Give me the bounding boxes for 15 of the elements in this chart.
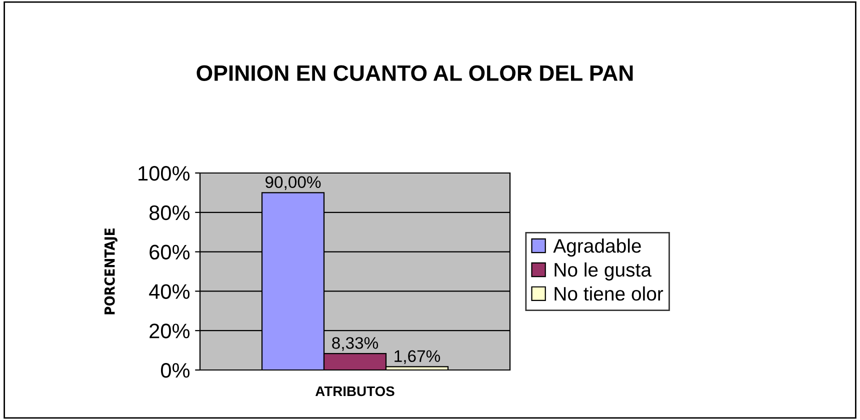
legend-label: No le gusta	[554, 262, 652, 281]
y-tick-label: 100%	[138, 166, 190, 181]
y-tick-label: 60%	[150, 244, 190, 260]
y-axis-title: PORCENTAJE	[104, 228, 118, 314]
y-tick-label: 0%	[160, 363, 190, 378]
chart-title: OPINION EN CUANTO AL OLOR DEL PAN	[196, 65, 633, 81]
y-tick-label: 40%	[149, 284, 190, 299]
legend-label: Agradable	[553, 238, 641, 257]
data-label: 90,00%	[266, 176, 321, 190]
y-tick-label: 80%	[149, 205, 190, 220]
data-label: 8,33%	[332, 337, 378, 351]
data-label: 1,67%	[394, 350, 440, 364]
x-axis-title: ATRIBUTOS	[315, 386, 394, 396]
legend-label: No tiene olor	[554, 286, 664, 301]
y-tick-label: 20%	[150, 324, 190, 338]
